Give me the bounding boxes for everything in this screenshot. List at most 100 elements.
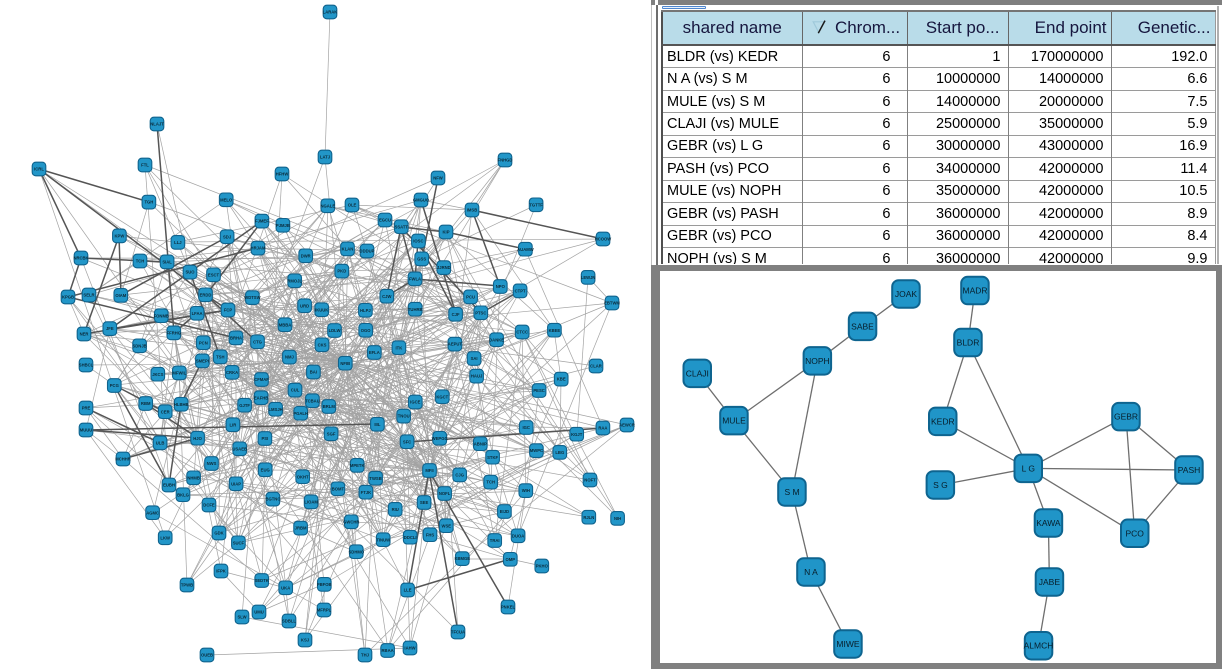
svg-text:EAFHB: EAFHB	[254, 395, 268, 400]
svg-text:PKD: PKD	[337, 269, 346, 274]
svg-text:HAUJ: HAUJ	[471, 374, 483, 379]
svg-text:RBAA: RBAA	[382, 648, 394, 653]
svg-text:IGCE: IGCE	[410, 400, 420, 405]
svg-text:AUAMW: AUAMW	[517, 247, 534, 252]
svg-text:JOAK: JOAK	[895, 289, 918, 299]
svg-text:HJO: HJO	[193, 436, 202, 441]
svg-text:TGH: TGH	[144, 200, 153, 205]
svg-text:HRJAM: HRJAM	[251, 246, 266, 251]
svg-text:TNOU: TNOU	[398, 414, 410, 419]
svg-text:GSS: GSS	[417, 257, 426, 262]
svg-text:NWS: NWS	[207, 461, 217, 466]
svg-text:KAWA: KAWA	[1036, 518, 1061, 528]
svg-text:BAI: BAI	[310, 370, 317, 375]
svg-text:BRHA: BRHA	[230, 336, 242, 341]
svg-text:S G: S G	[933, 480, 948, 490]
svg-text:GWCHR: GWCHR	[343, 519, 359, 524]
svg-text:KBEE: KBEE	[549, 328, 561, 333]
svg-text:MPETK: MPETK	[350, 463, 365, 468]
svg-text:ICRL: ICRL	[34, 167, 44, 172]
svg-text:GDK: GDK	[214, 531, 223, 536]
svg-text:KPW: KPW	[115, 234, 125, 239]
svg-text:SDBLL: SDBLL	[282, 619, 296, 624]
svg-text:NGALE: NGALE	[320, 203, 335, 208]
svg-text:OLE: OLE	[348, 203, 357, 208]
svg-text:LIOAM: LIOAM	[304, 500, 318, 505]
svg-text:LEWJN: LEWJN	[581, 275, 596, 280]
svg-text:NRCBK: NRCBK	[73, 256, 88, 261]
svg-text:IMSB: IMSB	[467, 208, 477, 213]
svg-text:FNHGD: FNHGD	[498, 158, 513, 163]
svg-text:FBFOB: FBFOB	[317, 582, 331, 587]
svg-text:JJRND: JJRND	[437, 265, 451, 270]
svg-text:DUOA: DUOA	[512, 533, 524, 538]
svg-text:HFHW: HFHW	[276, 172, 289, 177]
svg-text:URD: URD	[300, 303, 309, 308]
svg-text:EIJD: EIJD	[500, 509, 509, 514]
svg-text:CLAR: CLAR	[590, 364, 602, 369]
svg-text:MBBA: MBBA	[279, 322, 292, 327]
svg-text:L G: L G	[1022, 463, 1035, 473]
svg-text:UIAP: UIAP	[231, 481, 241, 486]
svg-text:KBE: KBE	[557, 377, 566, 382]
svg-text:ABNIP: ABNIP	[474, 441, 487, 446]
svg-text:AGMC: AGMC	[146, 510, 159, 515]
svg-text:CFMAF: CFMAF	[254, 377, 269, 382]
svg-text:IAHW: IAHW	[404, 646, 415, 651]
svg-text:WEPGG: WEPGG	[432, 436, 448, 441]
svg-text:PCG: PCG	[110, 383, 119, 388]
svg-text:CLAJI: CLAJI	[686, 368, 709, 378]
svg-text:TCH: TCH	[136, 259, 145, 264]
svg-text:NOPH: NOPH	[805, 356, 830, 366]
svg-text:FCP: FCP	[224, 308, 233, 313]
svg-text:MFRPL: MFRPL	[317, 608, 332, 613]
svg-text:MUUU: MUUU	[80, 428, 93, 433]
svg-text:ERDD: ERDD	[200, 292, 212, 297]
svg-text:AEWCR: AEWCR	[619, 423, 635, 428]
svg-text:SEDTK: SEDTK	[255, 578, 269, 583]
svg-text:KEDR: KEDR	[931, 416, 955, 426]
svg-text:PGALH: PGALH	[293, 411, 308, 416]
svg-text:JABE: JABE	[1039, 577, 1061, 587]
svg-text:TSH: TSH	[216, 355, 224, 360]
svg-text:LFAA: LFAA	[192, 311, 203, 316]
svg-text:JFE: JFE	[106, 326, 114, 331]
svg-text:MULE: MULE	[722, 416, 746, 426]
svg-text:KIP: KIP	[443, 230, 450, 235]
svg-text:THJ: THJ	[361, 653, 370, 658]
svg-text:PTSC: PTSC	[475, 310, 486, 315]
svg-text:SAI: SAI	[471, 356, 478, 361]
svg-text:CTCC: CTCC	[516, 330, 528, 335]
svg-text:IFPK: IFPK	[216, 569, 226, 574]
svg-text:EFLA: EFLA	[369, 350, 380, 355]
svg-text:CKS: CKS	[318, 342, 327, 347]
svg-text:MELO: MELO	[220, 197, 233, 202]
svg-text:TCBAU: TCBAU	[305, 398, 320, 403]
svg-text:DCFE: DCFE	[203, 503, 215, 508]
svg-text:RIU: RIU	[392, 507, 399, 512]
svg-text:SDJ: SDJ	[223, 234, 232, 239]
svg-text:RMOJL: RMOJL	[287, 278, 302, 283]
svg-text:ITK: ITK	[396, 345, 403, 350]
svg-text:RBM: RBM	[141, 401, 151, 406]
svg-text:LKW: LKW	[160, 535, 170, 540]
svg-text:JKCS: JKCS	[152, 372, 163, 377]
svg-text:WDTSW: WDTSW	[244, 295, 260, 300]
svg-text:BOMT: BOMT	[332, 486, 345, 491]
svg-text:PCU: PCU	[466, 295, 475, 300]
svg-text:FHS: FHS	[426, 532, 435, 537]
svg-text:FFRHG: FFRHG	[167, 331, 181, 336]
svg-text:CUL: CUL	[291, 388, 300, 393]
svg-text:ESCT: ESCT	[208, 272, 220, 277]
svg-text:LATJ: LATJ	[320, 155, 331, 160]
svg-text:WIH: WIH	[522, 488, 530, 493]
svg-text:BKLG: BKLG	[177, 492, 189, 497]
svg-text:NER: NER	[80, 332, 89, 337]
svg-text:SSATT: SSATT	[395, 224, 409, 229]
svg-text:NMJ: NMJ	[285, 355, 295, 360]
svg-text:GJTF: GJTF	[239, 403, 250, 408]
svg-text:MADR: MADR	[962, 286, 987, 296]
svg-text:EGCU: EGCU	[379, 218, 391, 223]
svg-text:BGTNC: BGTNC	[265, 497, 280, 502]
svg-text:SHBCL: SHBCL	[79, 363, 94, 368]
